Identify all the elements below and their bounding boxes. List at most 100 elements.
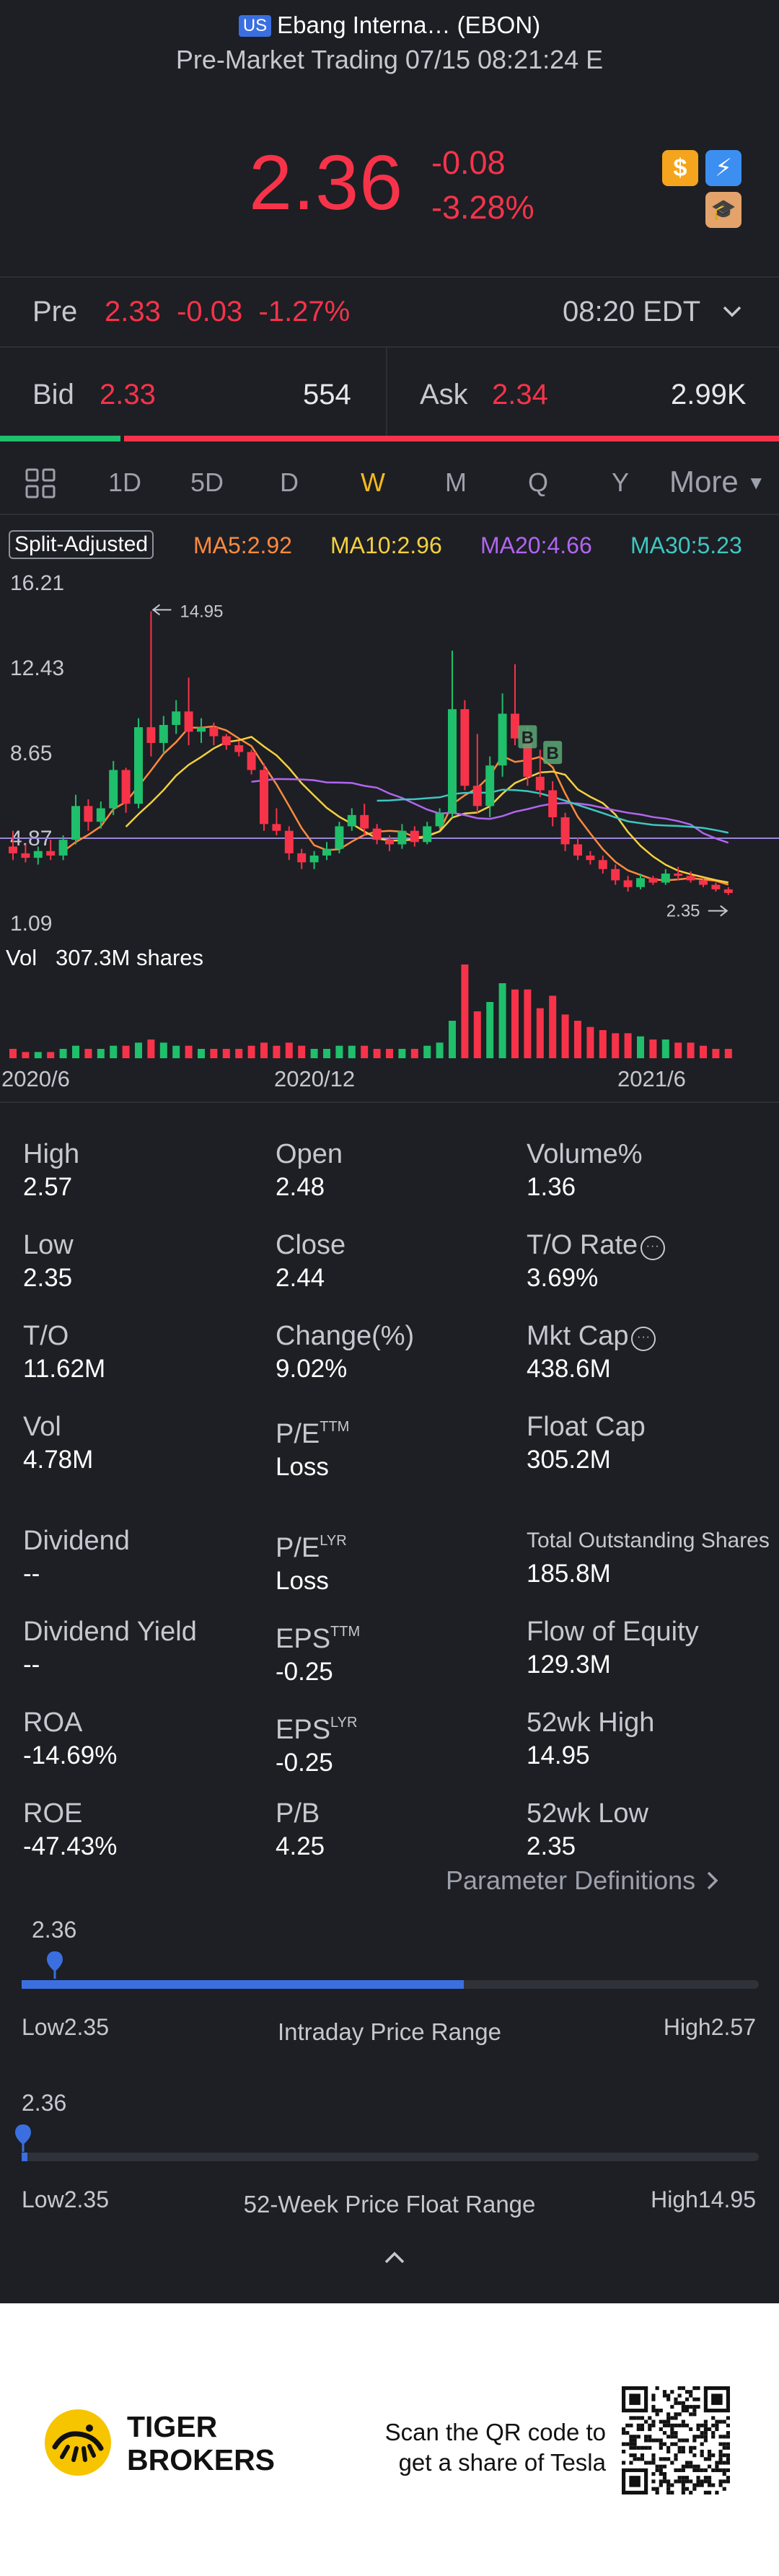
volume-bar [110,1045,118,1058]
y-tick-label: 8.65 [10,742,52,765]
stat-value: -14.69% [23,1741,118,1770]
stat-label: P/ELYR [276,1533,347,1563]
stat-label: P/B [276,1798,320,1829]
stat-label: Dividend Yield [23,1617,197,1647]
ma5-label: MA5:2.92 [193,532,292,558]
volume-bar [335,1045,343,1058]
chevron-down-icon[interactable] [720,299,744,330]
candles [9,611,733,895]
intraday-range-title: Intraday Price Range [277,2018,501,2045]
stat-label: EPSLYR [276,1715,358,1745]
trading-status: Pre-Market Trading 07/15 08:21:24 E [175,45,604,74]
parameter-definitions-link[interactable]: Parameter Definitions [446,1865,721,1896]
candle [472,734,482,813]
volume-bar [361,1045,369,1058]
tab-more[interactable]: More ▼ [669,465,765,499]
candle [347,808,356,831]
info-icon[interactable]: ··· [641,1236,666,1260]
volume-bar [498,983,506,1058]
candle [184,677,193,746]
ask-size: 2.99K [671,379,747,410]
candle [197,718,206,743]
stat-flow-of-equity: Flow of Equity 129.3M [527,1615,699,1682]
grid-icon[interactable] [25,467,56,499]
volume-bar [612,1033,620,1058]
candle [234,740,244,757]
volume-bar [323,1049,330,1058]
volume-bar [624,1033,632,1058]
stat-label: 52wk Low [527,1798,648,1829]
candle [96,801,105,829]
volume-bar [712,1049,720,1058]
buy-marker[interactable]: B [543,741,563,765]
stat-total-outstanding-shares: Total Outstanding Shares 185.8M [527,1524,770,1591]
tab-5d[interactable]: 5D [190,467,224,497]
tab-m[interactable]: M [445,467,467,497]
buy-marker[interactable]: B [518,725,537,749]
candle [21,844,30,863]
volume-bar [549,995,557,1058]
moving-average-legend: Split-Adjusted MA5:2.92 MA10:2.96 MA20:4… [0,530,779,563]
bid-price: 2.33 [100,379,156,410]
stat-high: High 2.57 [23,1138,79,1204]
stat-label: High [23,1139,80,1169]
chevron-up-icon[interactable] [382,2245,407,2273]
volume-bar [410,1049,418,1058]
volume-bar [398,1049,406,1058]
candle [33,846,43,865]
premarket-price: 2.33 [105,296,161,328]
split-adjusted-toggle[interactable]: Split-Adjusted [9,530,154,559]
candle [435,808,444,829]
tab-q[interactable]: Q [528,467,549,497]
volume-bar [9,1049,17,1058]
stock-title: US Ebang Interna… (EBON) [0,12,779,39]
chevron-right-icon [703,1865,721,1895]
stat-value: Loss [276,1453,329,1481]
x-tick-label: 2020/12 [274,1066,356,1091]
divider [0,276,779,278]
candle [586,850,595,865]
dollar-icon[interactable]: $ [662,150,698,186]
tab-1d[interactable]: 1D [108,467,142,497]
stat-label: T/O Rate ··· [527,1228,666,1262]
candle [284,826,294,861]
candle [247,749,256,775]
volume-bar [586,1027,594,1058]
price-change: -0.08 [431,144,506,181]
volume-bar [486,1002,494,1058]
volume-bar [373,1049,381,1058]
candle [410,826,419,847]
volume-bar [285,1042,293,1058]
candle [260,763,268,831]
volume-bar [473,1011,481,1058]
volume-bar [22,1052,30,1058]
price-marker-icon [46,1951,63,1979]
premarket-time[interactable]: 08:20 EDT [563,296,701,328]
divider [386,348,387,436]
stat-label: P/ETTM [276,1419,350,1449]
qr-code-icon[interactable] [622,2386,730,2494]
qr-caption-line2: get a share of Tesla [398,2449,606,2476]
stat-roa: ROA -14.69% [23,1706,117,1772]
candle [372,824,382,845]
candle [309,850,319,869]
ma5-line [62,725,729,886]
stat-52wk-high: 52wk High 14.95 [527,1706,654,1772]
candle [297,848,307,869]
market-badge: US [238,15,272,37]
info-icon[interactable]: ··· [631,1327,656,1351]
stat-52wk-low: 52wk Low 2.35 [527,1797,648,1863]
education-icon[interactable]: 🎓 [705,192,741,228]
tab-d[interactable]: D [280,467,299,497]
stat-value: 185.8M [527,1560,611,1588]
candle [711,882,721,892]
flash-icon[interactable]: ⚡ [705,150,741,186]
tab-w[interactable]: W [361,467,385,497]
ma10-label: MA10:2.96 [330,532,442,558]
volume-bar [185,1045,193,1058]
ask-price: 2.34 [492,379,548,410]
volume-bar [235,1049,243,1058]
tab-y[interactable]: Y [612,467,630,497]
volume-bar [574,1021,581,1058]
